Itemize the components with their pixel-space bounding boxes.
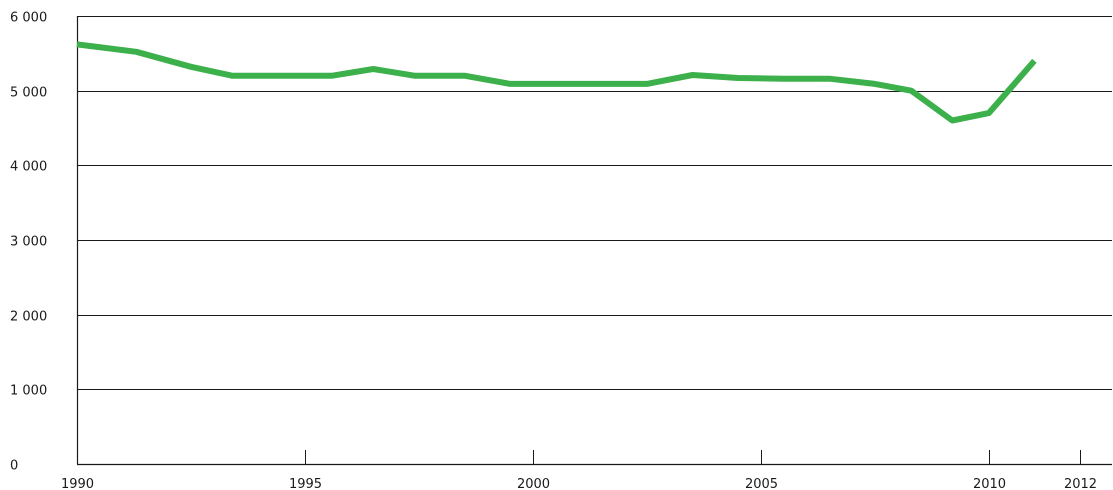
y-tick-label: 2 000 [10,310,47,325]
axis-layer [76,16,1112,466]
x-tick-label: 1995 [289,477,322,490]
label-layer: 0 1 000 2 000 3 000 4 000 5 000 6 000 1990 1995 2… [10,11,1097,490]
y-tick-label: 4 000 [10,160,47,175]
x-tick-label: 2005 [745,477,778,490]
x-tick-label: 2010 [973,477,1006,490]
series-layer [76,41,1037,124]
y-tick-label: 3 000 [10,235,47,250]
y-tick-label: 5 000 [10,86,47,101]
y-tick-label: 1 000 [10,384,47,399]
grid-layer [77,16,1112,390]
x-tick-label: 1990 [61,477,94,490]
y-tick-label: 0 [10,459,18,474]
series-line [76,41,1037,124]
x-tick-label: 2012 [1064,477,1097,490]
x-tick-label: 2000 [517,477,550,490]
y-tick-label: 6 000 [10,11,47,26]
